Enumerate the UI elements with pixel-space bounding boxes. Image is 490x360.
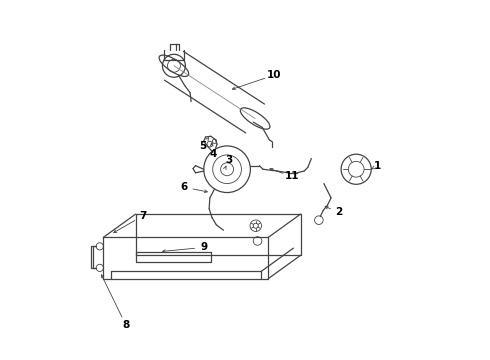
Text: 5: 5 <box>199 140 206 150</box>
Text: 8: 8 <box>122 320 129 330</box>
Text: 10: 10 <box>267 70 281 80</box>
Text: 9: 9 <box>200 242 207 252</box>
Text: 6: 6 <box>180 182 188 192</box>
Text: 7: 7 <box>139 211 147 221</box>
Text: 1: 1 <box>374 161 381 171</box>
Text: 3: 3 <box>225 155 232 165</box>
Text: 2: 2 <box>335 207 343 217</box>
Text: 4: 4 <box>209 149 217 159</box>
Text: 11: 11 <box>284 171 299 181</box>
